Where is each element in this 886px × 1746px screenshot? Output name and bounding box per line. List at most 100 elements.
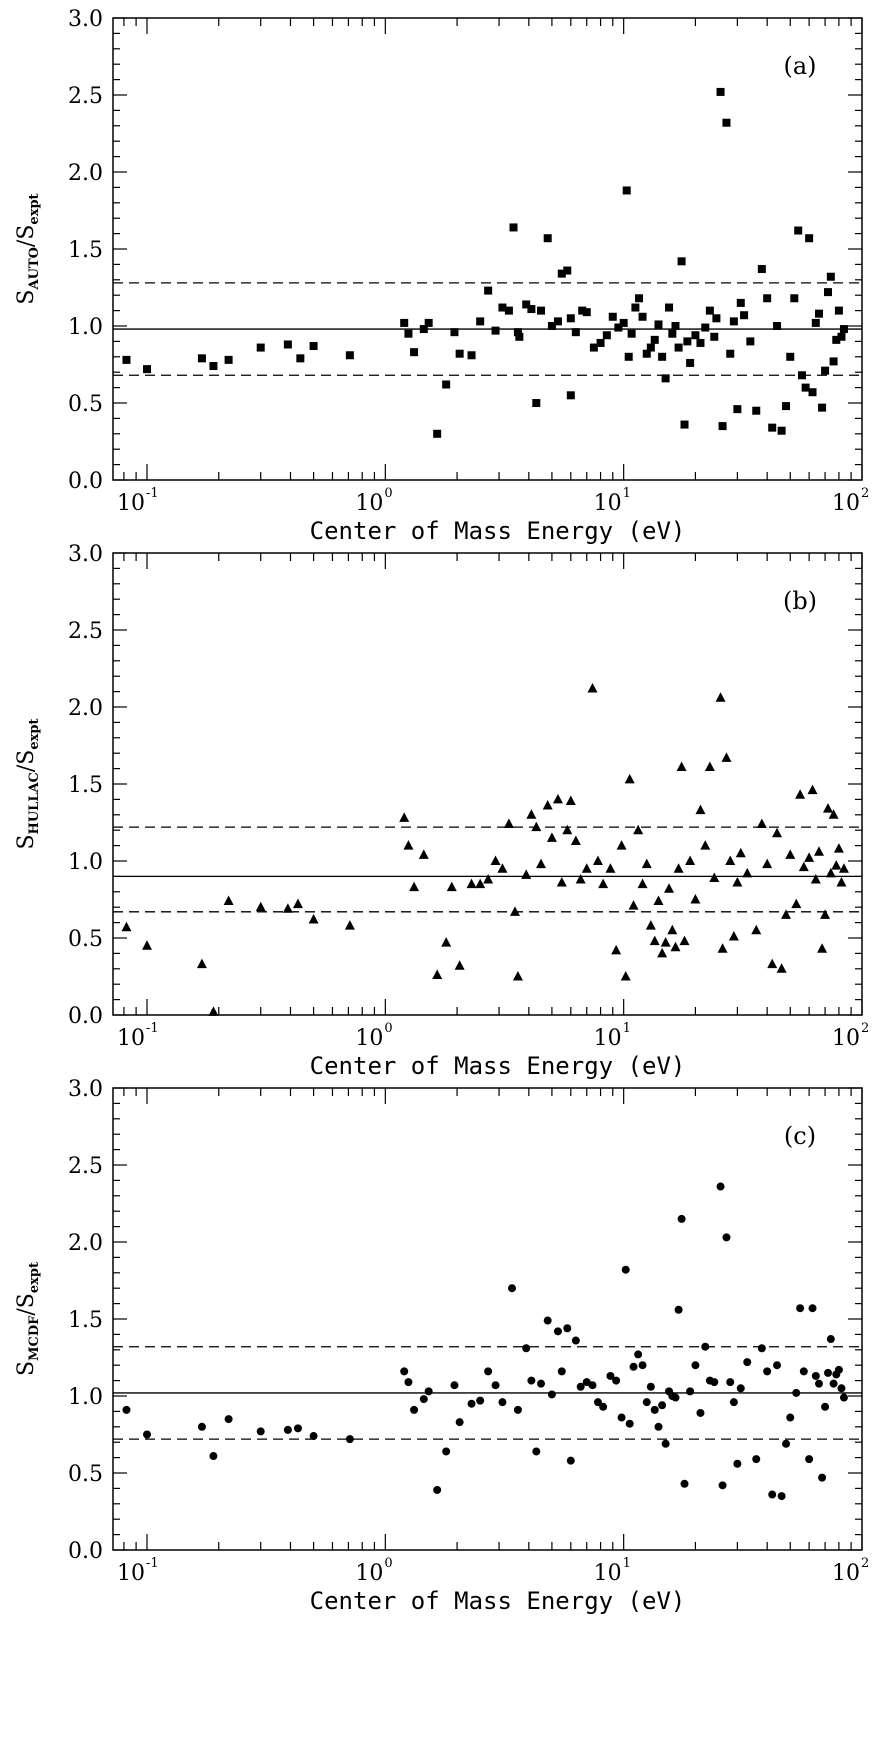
data-point bbox=[814, 309, 823, 318]
data-point bbox=[653, 895, 664, 906]
data-point bbox=[782, 1439, 791, 1448]
data-point bbox=[705, 306, 714, 315]
data-point bbox=[345, 351, 354, 360]
data-point bbox=[612, 1376, 621, 1385]
y-tick-label: 0.5 bbox=[68, 1462, 103, 1487]
data-point bbox=[807, 784, 818, 795]
data-point bbox=[283, 340, 292, 349]
data-point bbox=[433, 429, 442, 438]
data-point bbox=[537, 1379, 546, 1388]
x-tick-label: 10 bbox=[117, 1561, 145, 1586]
data-point bbox=[762, 858, 773, 869]
data-point bbox=[732, 877, 743, 887]
data-point bbox=[418, 849, 429, 859]
data-point bbox=[821, 1402, 830, 1411]
data-point bbox=[818, 403, 827, 412]
data-point bbox=[581, 863, 592, 873]
data-point bbox=[296, 354, 305, 363]
data-point bbox=[599, 1402, 608, 1411]
data-point bbox=[668, 329, 677, 338]
data-point bbox=[715, 692, 726, 702]
data-point bbox=[752, 406, 761, 415]
x-tick-label: 10 bbox=[355, 1561, 383, 1586]
data-point bbox=[424, 1387, 433, 1396]
data-point bbox=[143, 365, 152, 374]
y-axis-label: SAUTO/Sexpt bbox=[14, 193, 42, 304]
y-tick-label: 2.0 bbox=[68, 696, 103, 721]
data-point bbox=[822, 803, 833, 813]
data-point bbox=[733, 405, 742, 414]
data-point bbox=[829, 1379, 838, 1388]
data-point bbox=[424, 318, 433, 327]
data-point bbox=[701, 323, 710, 332]
y-tick-label: 0.5 bbox=[68, 392, 103, 417]
data-point bbox=[677, 257, 686, 266]
x-tick-exponent: -1 bbox=[146, 1021, 159, 1036]
data-point bbox=[829, 357, 838, 366]
y-tick-label: 3.0 bbox=[68, 1077, 103, 1102]
data-point bbox=[542, 800, 553, 810]
data-point bbox=[491, 326, 500, 335]
data-point bbox=[671, 1393, 680, 1402]
panel-label: (b) bbox=[783, 587, 817, 615]
data-point bbox=[532, 1447, 541, 1456]
data-point bbox=[410, 348, 419, 357]
data-point bbox=[673, 863, 684, 873]
data-point bbox=[834, 1365, 843, 1374]
y-tick-label: 2.5 bbox=[68, 1154, 103, 1179]
data-point bbox=[637, 878, 648, 889]
data-point bbox=[419, 325, 428, 334]
data-point bbox=[638, 1361, 647, 1370]
data-point bbox=[676, 761, 687, 772]
data-point bbox=[811, 1371, 820, 1380]
data-point bbox=[563, 1324, 572, 1333]
data-point bbox=[622, 186, 631, 195]
data-point bbox=[696, 1408, 705, 1417]
data-point bbox=[536, 858, 547, 869]
data-point bbox=[696, 338, 705, 347]
x-axis-label: Center of Mass Energy (eV) bbox=[310, 1052, 686, 1080]
data-point bbox=[450, 328, 459, 337]
data-point bbox=[543, 234, 552, 243]
x-tick-exponent: 2 bbox=[861, 1021, 869, 1036]
data-point bbox=[645, 920, 656, 930]
data-point bbox=[588, 1381, 597, 1390]
data-point bbox=[691, 1361, 700, 1370]
data-point bbox=[717, 943, 728, 953]
data-point bbox=[686, 1387, 695, 1396]
data-point bbox=[197, 1422, 206, 1431]
data-point bbox=[757, 1344, 766, 1353]
data-point bbox=[695, 804, 706, 815]
data-point bbox=[796, 1304, 805, 1313]
data-point bbox=[801, 383, 810, 392]
x-tick-label: 10 bbox=[117, 1026, 145, 1051]
y-axis-label-sub: AUTO bbox=[27, 247, 42, 290]
data-point bbox=[834, 306, 843, 315]
data-point bbox=[404, 329, 413, 338]
data-point bbox=[543, 1316, 552, 1325]
y-tick-label: 1.5 bbox=[68, 773, 103, 798]
y-axis-label-main2: S bbox=[14, 225, 39, 240]
y-axis-label-main: S bbox=[14, 834, 39, 849]
data-point bbox=[522, 1344, 531, 1353]
data-point bbox=[547, 1390, 556, 1399]
data-point bbox=[619, 318, 628, 327]
data-point bbox=[442, 1447, 451, 1456]
data-point bbox=[690, 894, 701, 904]
data-point bbox=[532, 399, 541, 407]
data-point bbox=[674, 343, 683, 352]
data-point bbox=[476, 317, 485, 326]
data-point bbox=[712, 314, 721, 323]
data-point bbox=[400, 318, 409, 327]
data-point bbox=[740, 311, 749, 320]
data-point bbox=[526, 809, 537, 819]
data-point bbox=[508, 1284, 517, 1293]
data-point bbox=[722, 1233, 731, 1242]
data-point bbox=[476, 1396, 485, 1405]
y-axis-label: SMCDF/Sexpt bbox=[14, 1262, 42, 1376]
panel-label: (a) bbox=[783, 52, 816, 80]
data-point bbox=[686, 358, 695, 367]
data-point bbox=[475, 878, 486, 889]
data-point bbox=[811, 318, 820, 327]
y-tick-label: 1.0 bbox=[68, 1385, 103, 1410]
